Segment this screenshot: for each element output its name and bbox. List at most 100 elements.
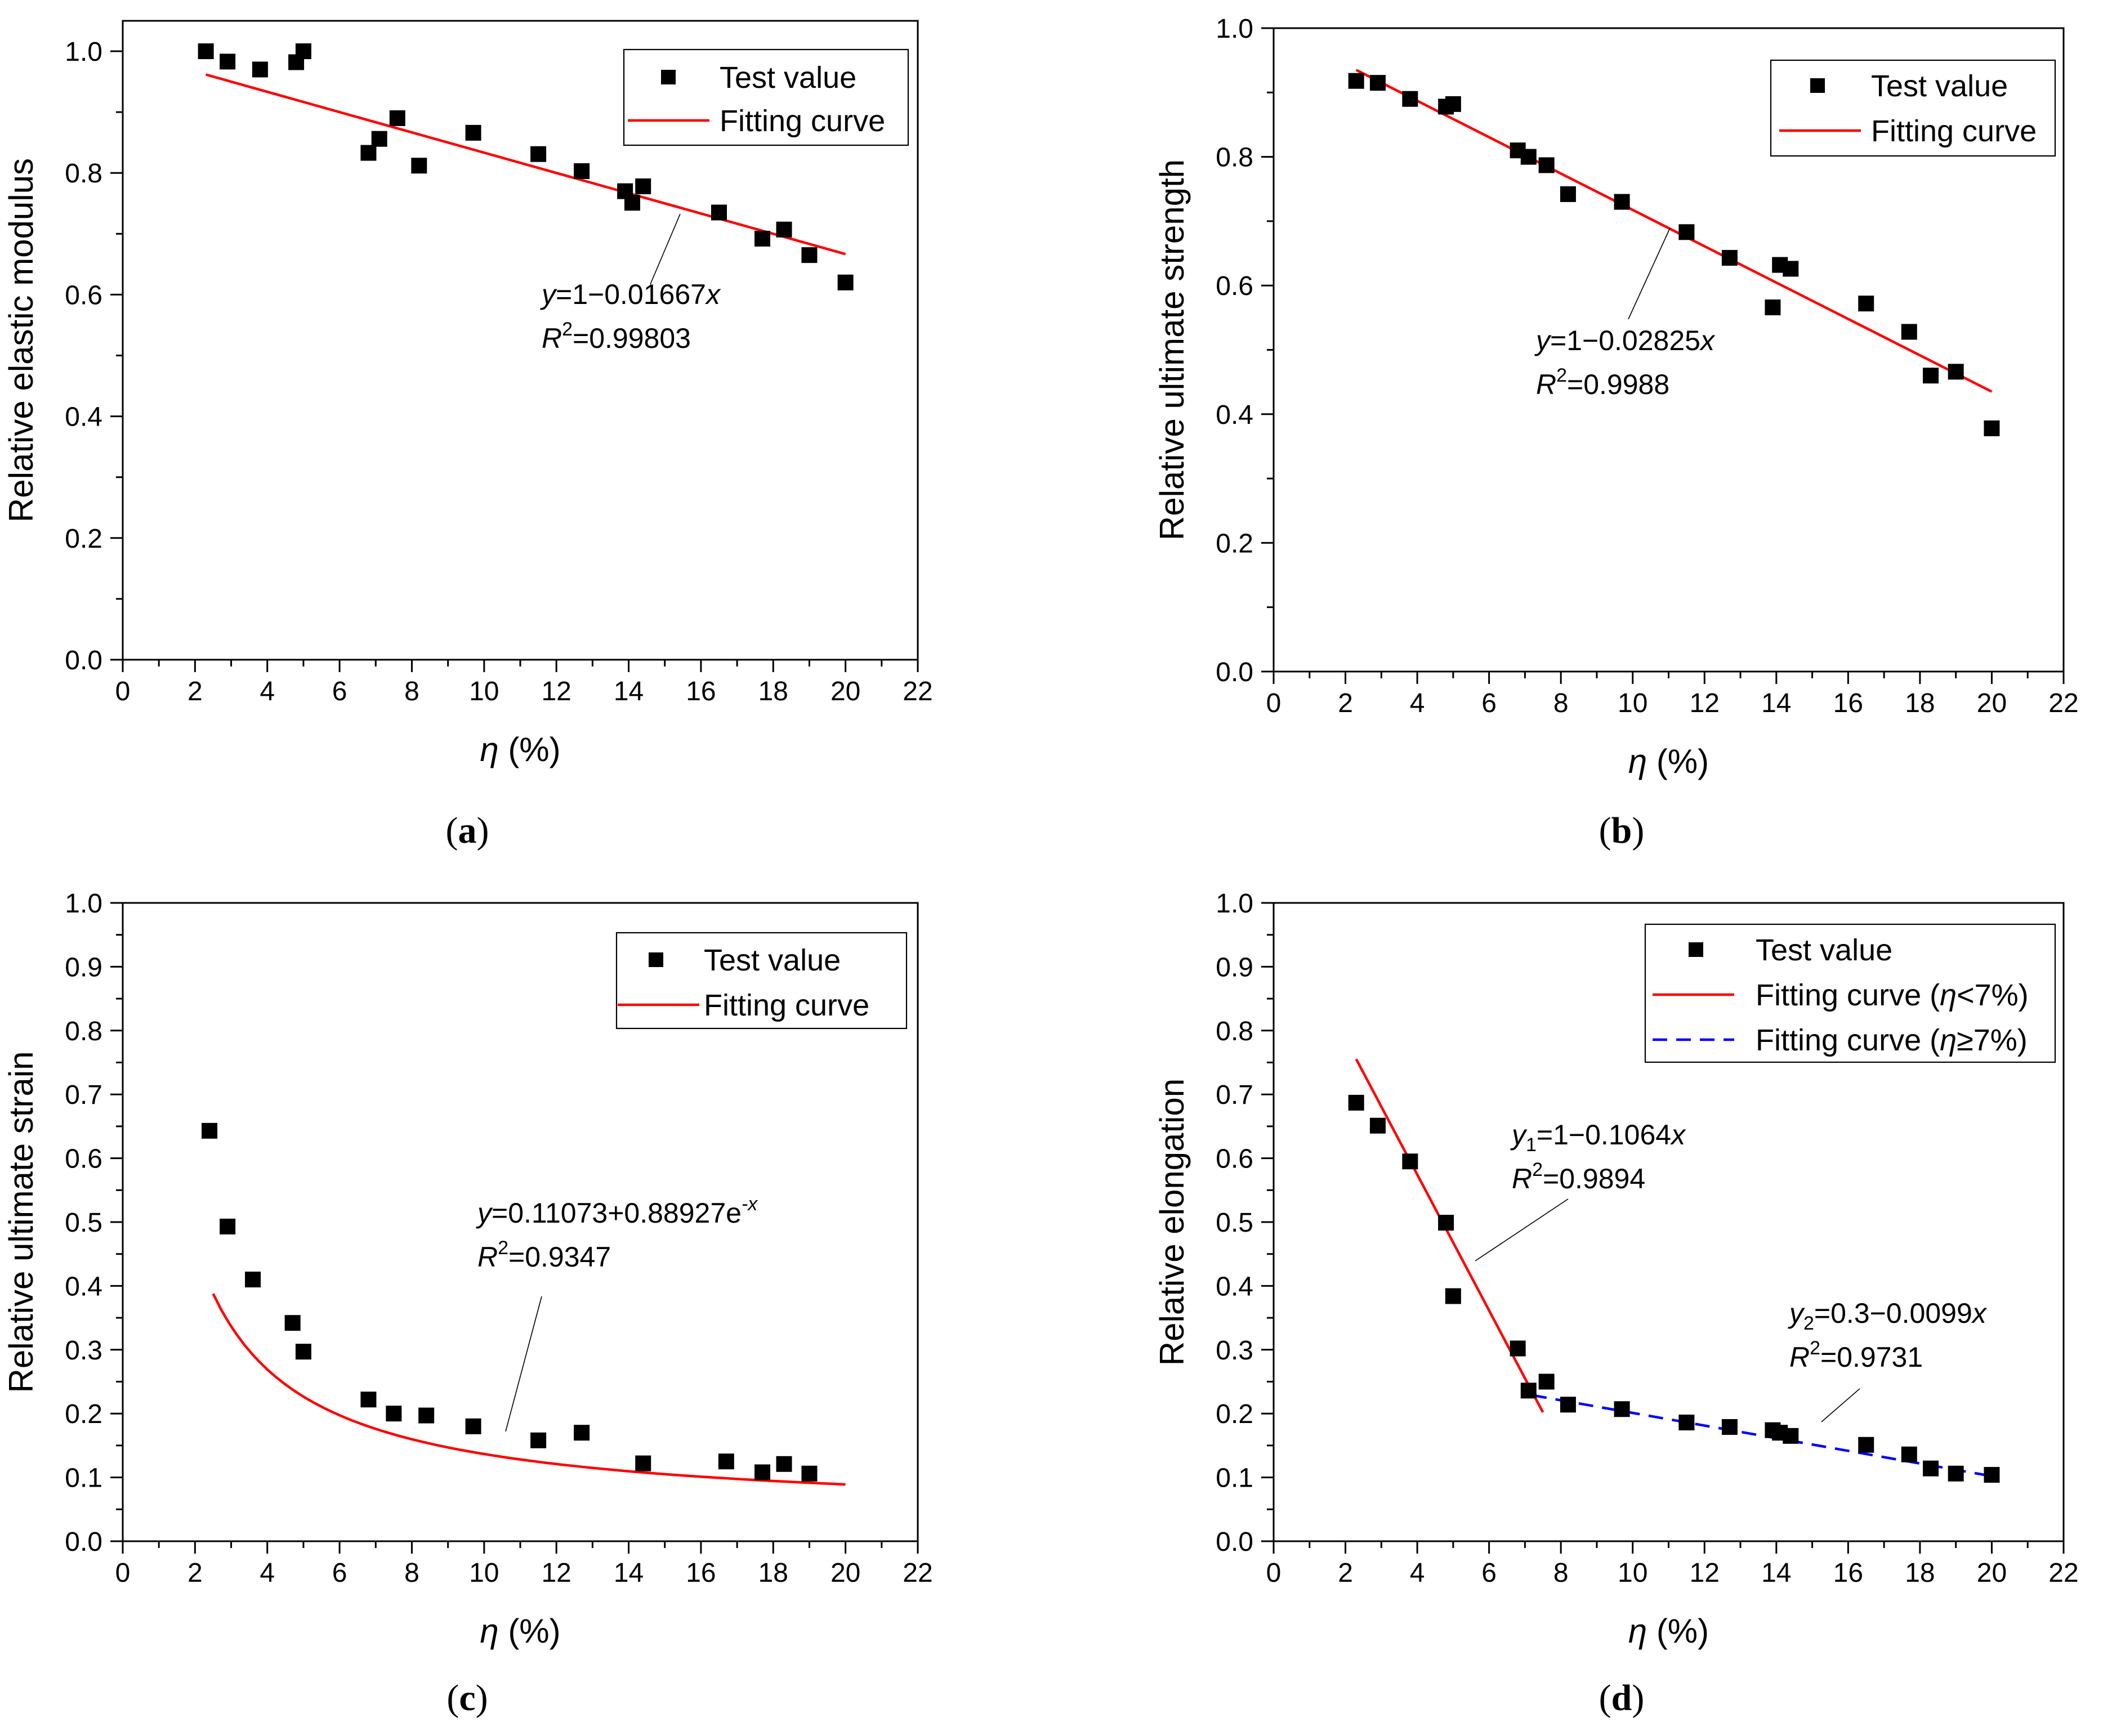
x-tick-label: 14	[1761, 1558, 1791, 1588]
r2-superscript: 2	[1810, 1337, 1820, 1359]
test-value-point	[1858, 1437, 1874, 1453]
test-value-point	[776, 1456, 792, 1472]
x-tick-label: 2	[187, 1558, 203, 1588]
test-value-point	[574, 1425, 590, 1441]
x-tick-label: 4	[1410, 688, 1425, 718]
caption-paren: )	[477, 810, 489, 851]
panel-c: 0 2 4 6 8 10 12 14 16 18 20 22 0.0 0.1 0.2 0.3 0.4 0.5 0.6…	[2, 889, 933, 1719]
eq-symbol: y	[1788, 1297, 1805, 1329]
legend-label-symbol: η	[1940, 978, 1957, 1012]
x-tick-label: 22	[903, 1558, 932, 1588]
x-axis-title: η (%)	[1628, 1612, 1709, 1650]
x-axis-unit: (%)	[499, 731, 561, 768]
equation-text: y1=1−0.1064x	[1510, 1119, 1686, 1156]
eq-symbol: y	[1510, 1119, 1528, 1151]
test-value-point	[252, 61, 268, 78]
legend-label: Fitting curve	[720, 104, 885, 138]
legend-label: Fitting curve	[704, 988, 869, 1022]
x-tick-label: 20	[1977, 1558, 2007, 1588]
test-value-point	[1765, 299, 1781, 316]
legend-marker	[1810, 78, 1825, 93]
y-tick-label: 0.5	[65, 1208, 102, 1238]
test-value-point	[411, 158, 427, 174]
x-axis-title: η (%)	[1628, 742, 1709, 780]
test-value-point	[202, 1122, 218, 1139]
r2-value: =0.9731	[1820, 1341, 1923, 1373]
legend-label: Test value	[1756, 933, 1892, 967]
test-value-point	[1923, 368, 1939, 384]
x-tick-label: 2	[187, 677, 203, 706]
y-axis-title: Relative ultimate strain	[2, 1052, 40, 1393]
fitting-curve-1	[212, 1293, 846, 1486]
x-tick-label: 18	[1905, 1558, 1935, 1588]
test-value-point	[1402, 91, 1418, 107]
eq-symbol: x	[705, 279, 721, 310]
test-value-point	[1438, 1215, 1454, 1231]
legend-label: Test value	[1871, 69, 2008, 103]
test-value-point	[1445, 1288, 1461, 1304]
legend-box	[623, 48, 909, 146]
legend-label: Test value	[720, 61, 856, 95]
test-value-point	[1510, 1340, 1526, 1357]
r-squared-text: R2=0.9347	[477, 1237, 611, 1273]
r2-superscript: 2	[1556, 365, 1567, 386]
x-tick-label: 0	[1266, 688, 1282, 718]
test-value-point	[295, 1344, 311, 1360]
test-value-point	[1923, 1460, 1939, 1477]
x-tick-label: 0	[1266, 1558, 1282, 1588]
fitting-curve-1	[1355, 1058, 1544, 1413]
x-tick-label: 6	[332, 1558, 347, 1588]
y-tick-label: 0.2	[65, 524, 102, 554]
y-tick-label: 0.2	[1216, 529, 1253, 558]
y-tick-label: 0.6	[65, 1144, 102, 1174]
test-value-point	[1984, 1467, 2000, 1483]
caption-letter: d	[1611, 1677, 1632, 1719]
panel-caption: (b)	[1599, 810, 1645, 851]
x-axis-symbol: η	[480, 731, 498, 768]
test-value-point	[1948, 1465, 1964, 1482]
caption-letter: a	[458, 810, 477, 851]
annotation-leader	[1475, 1198, 1569, 1261]
x-tick-label: 4	[260, 677, 275, 706]
test-value-point	[1721, 1419, 1738, 1435]
test-value-point	[1560, 1397, 1576, 1413]
x-tick-label: 18	[758, 677, 788, 706]
y-axis-title: Relative ultimate strength	[1153, 159, 1191, 540]
fitting-curve-2	[1532, 1394, 1992, 1478]
y-tick-label: 0.9	[1216, 952, 1253, 982]
caption-paren: (	[1599, 1677, 1611, 1719]
legend: Test value Fitting curve	[623, 48, 909, 146]
y-tick-label: 0.5	[1216, 1208, 1253, 1238]
test-value-point	[1901, 324, 1917, 340]
y-tick-label: 0.8	[65, 1017, 102, 1046]
x-axis-symbol: η	[480, 1612, 498, 1650]
test-value-point	[1614, 1401, 1630, 1417]
test-value-point	[776, 221, 792, 238]
test-value-point	[530, 146, 547, 162]
y-tick-label: 1.0	[1216, 889, 1253, 919]
x-tick-label: 16	[1833, 1558, 1863, 1588]
legend-label: Fitting curve (η≥7%)	[1756, 1023, 2028, 1057]
caption-paren: (	[446, 810, 458, 851]
test-value-point	[1538, 1373, 1555, 1390]
panel-caption: (d)	[1599, 1677, 1645, 1719]
x-tick-label: 0	[115, 677, 131, 706]
fitting-curve-1	[1355, 69, 1993, 393]
test-value-point	[386, 1406, 402, 1422]
x-tick-label: 12	[541, 677, 571, 706]
y-tick-label: 0.9	[65, 952, 102, 982]
test-value-point	[371, 131, 387, 147]
annotation-leader	[1628, 227, 1671, 320]
caption-paren: )	[1632, 1677, 1644, 1719]
x-axis-symbol: η	[1628, 1612, 1647, 1650]
test-value-point	[1348, 1094, 1364, 1111]
test-value-point	[801, 247, 818, 263]
test-value-point	[711, 204, 727, 221]
eq-symbol: x	[1699, 325, 1716, 356]
eq-symbol: y	[1534, 325, 1552, 356]
x-tick-label: 14	[1761, 688, 1791, 718]
x-tick-label: 20	[831, 1558, 860, 1588]
legend: Test value Fitting curve	[615, 932, 908, 1030]
legend-label-text: <7%)	[1957, 978, 2029, 1012]
test-value-point	[1678, 1415, 1695, 1431]
